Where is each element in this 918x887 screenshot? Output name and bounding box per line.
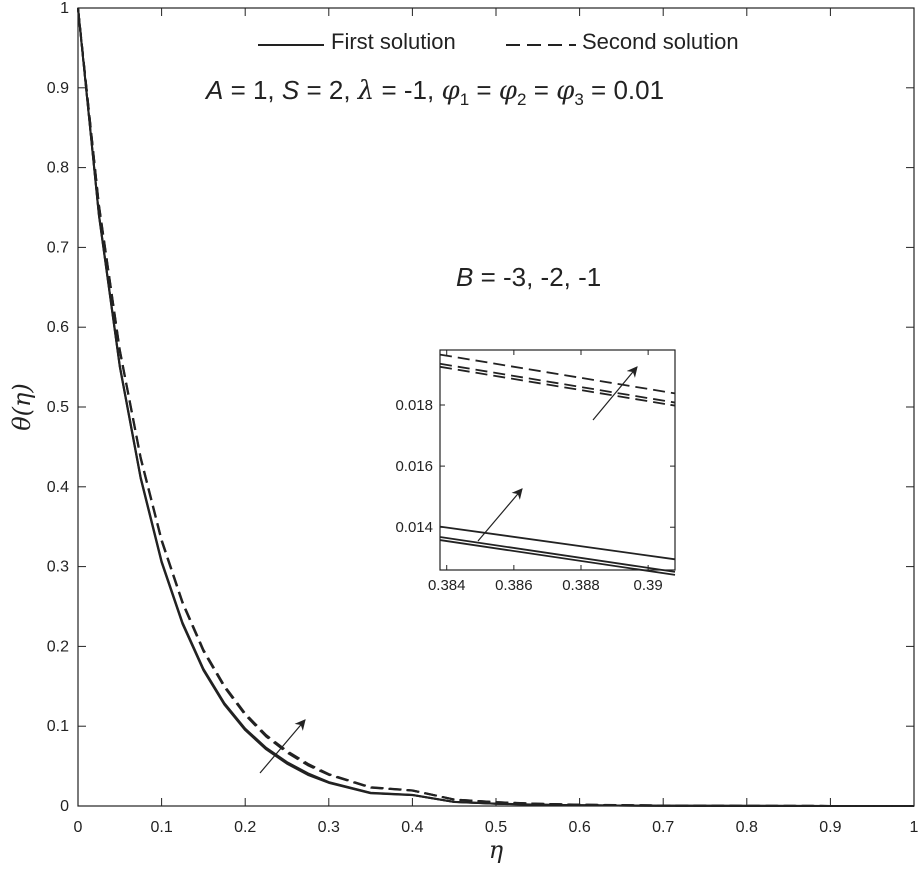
main-y-tick-label: 1 [60,0,69,17]
main-x-tick-label: 0 [74,819,83,836]
main-y-tick-label: 0.1 [47,718,69,735]
inset-series-line-1 [439,539,676,576]
inset-y-ticks: 0.014 0.016 0.018 [395,397,675,536]
inset-y-tick-label: 0.018 [395,397,433,414]
main-x-tick-label: 0.5 [485,819,507,836]
inset-curves [439,353,676,576]
main-x-tick-label: 0.7 [652,819,674,836]
legend: First solution Second solution [258,29,739,54]
main-y-tick-label: 0.2 [47,638,69,655]
inset-x-ticks: 0.384 0.386 0.388 0.39 [428,350,663,594]
main-y-ticks: 0 0.1 0.2 0.3 0.4 0.5 0.6 0.7 0.8 0.9 1 [47,0,914,815]
legend-second-solution-label: Second solution [582,29,739,54]
inset-x-tick-label: 0.386 [495,577,533,594]
main-x-tick-label: 0.9 [819,819,841,836]
inset-y-tick-label: 0.016 [395,458,433,475]
inset-x-tick-label: 0.39 [634,577,663,594]
main-x-tick-label: 0.3 [318,819,340,836]
main-y-tick-label: 0.3 [47,559,69,576]
main-y-tick-label: 0.6 [47,319,69,336]
main-y-tick-label: 0.5 [47,399,69,416]
main-y-tick-label: 0.9 [47,80,69,97]
main-y-tick-label: 0.8 [47,160,69,177]
main-x-tick-label: 0.8 [736,819,758,836]
y-axis-title: θ(η) [8,383,36,431]
main-y-tick-label: 0.4 [47,479,69,496]
b-values-annotation: B = -3, -2, -1 [456,262,601,292]
inset-x-tick-label: 0.384 [428,577,466,594]
inset-series-line-2 [439,536,676,573]
inset-y-tick-label: 0.014 [395,519,433,536]
inset-series-line-3 [439,525,676,561]
main-x-tick-label: 0.1 [150,819,172,836]
main-x-tick-label: 0.6 [568,819,590,836]
main-y-tick-label: 0.7 [47,239,69,256]
parameters-text: A = 1, S = 2, λ = -1, φ1 = φ2 = φ3 = 0.0… [204,75,664,109]
main-arrow [259,719,306,774]
main-x-ticks: 0 0.1 0.2 0.3 0.4 0.5 0.6 0.7 0.8 0.9 1 [74,8,918,836]
inset-arrow-upper [592,366,638,421]
main-x-tick-label: 1 [910,819,918,836]
main-plot: 0 0.1 0.2 0.3 0.4 0.5 0.6 0.7 0.8 0.9 1 0 0.1 0.2 0.3… [47,0,918,836]
inset-arrow-lower [477,488,523,542]
main-x-tick-label: 0.2 [234,819,256,836]
inset-series-line-4 [439,365,676,407]
inset-frame [439,349,676,571]
inset-series-line-5 [439,362,676,404]
inset-plot: 0.384 0.386 0.388 0.39 0.014 0.016 0.018 [395,349,676,594]
legend-first-solution-label: First solution [331,29,456,54]
inset-x-tick-label: 0.388 [562,577,600,594]
main-x-tick-label: 0.4 [401,819,423,836]
main-series-line-6 [77,7,915,807]
x-axis-title: η [489,836,504,864]
inset-series-line-6 [439,353,676,395]
main-y-tick-label: 0 [60,798,69,815]
